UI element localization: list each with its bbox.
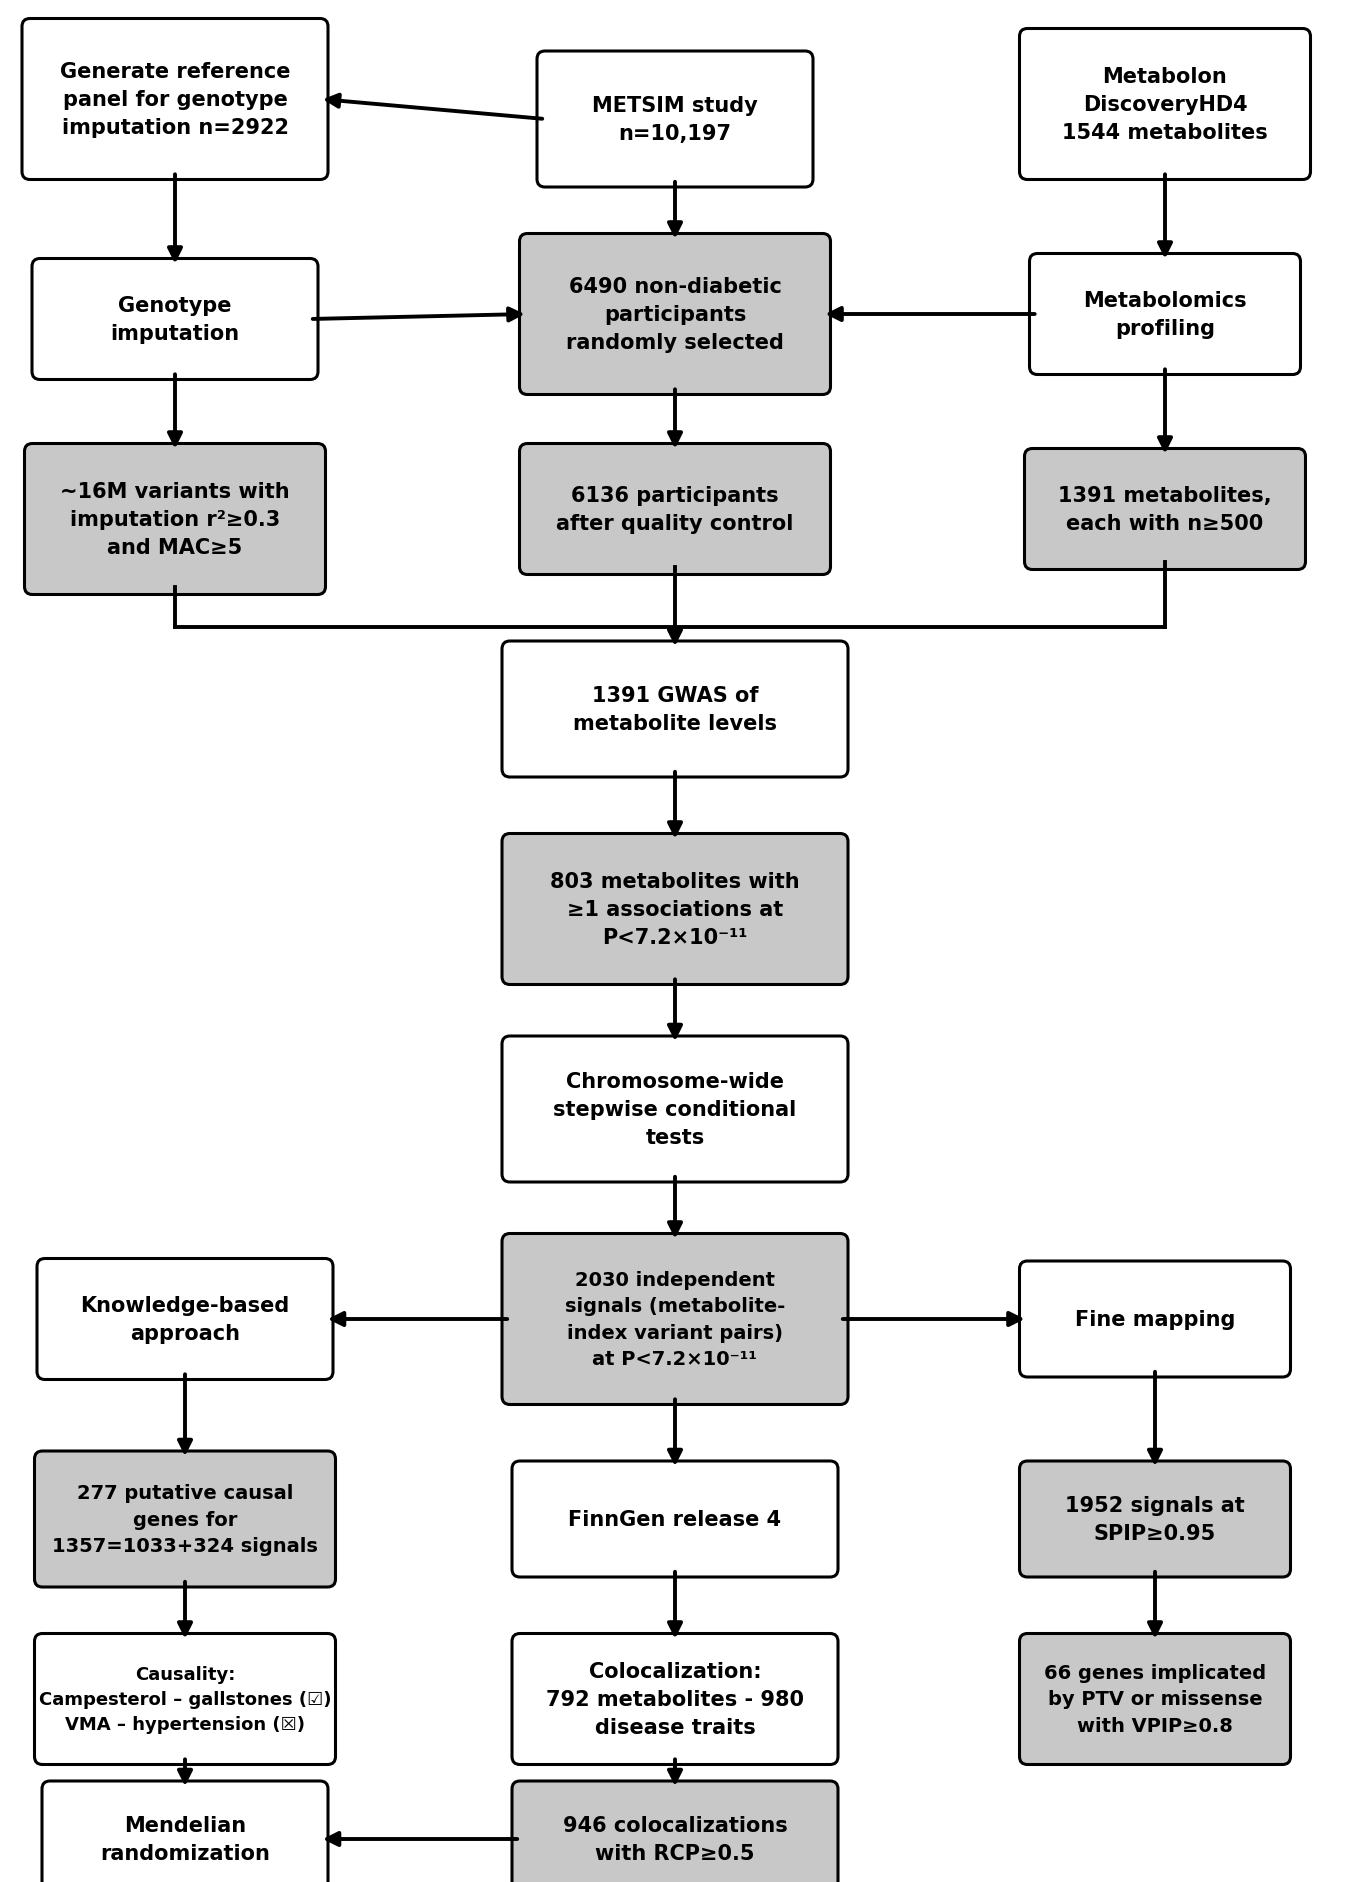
FancyBboxPatch shape [32,260,319,380]
FancyBboxPatch shape [1019,1460,1291,1577]
Text: 66 genes implicated
by PTV or missense
with VPIP≥0.8: 66 genes implicated by PTV or missense w… [1044,1664,1266,1735]
FancyBboxPatch shape [1019,1261,1291,1378]
Text: 803 metabolites with
≥1 associations at
P<7.2×10⁻¹¹: 803 metabolites with ≥1 associations at … [551,871,799,947]
FancyBboxPatch shape [1025,450,1305,570]
Text: 6136 participants
after quality control: 6136 participants after quality control [556,486,794,534]
Text: Chromosome-wide
stepwise conditional
tests: Chromosome-wide stepwise conditional tes… [554,1071,796,1148]
FancyBboxPatch shape [24,444,325,595]
Text: ~16M variants with
imputation r²≥0.3
and MAC≥5: ~16M variants with imputation r²≥0.3 and… [61,482,290,557]
Text: Colocalization:
792 metabolites - 980
disease traits: Colocalization: 792 metabolites - 980 di… [545,1662,805,1737]
FancyBboxPatch shape [512,1634,838,1765]
FancyBboxPatch shape [1030,254,1300,375]
FancyBboxPatch shape [512,1780,838,1882]
Text: Generate reference
panel for genotype
imputation n=2922: Generate reference panel for genotype im… [59,62,290,137]
FancyBboxPatch shape [22,19,328,181]
FancyBboxPatch shape [502,1235,848,1404]
Text: 1952 signals at
SPIP≥0.95: 1952 signals at SPIP≥0.95 [1065,1494,1245,1543]
Text: 946 colocalizations
with RCP≥0.5: 946 colocalizations with RCP≥0.5 [563,1814,787,1863]
FancyBboxPatch shape [502,642,848,777]
Text: Fine mapping: Fine mapping [1075,1310,1235,1329]
FancyBboxPatch shape [537,53,813,188]
Text: 1391 GWAS of
metabolite levels: 1391 GWAS of metabolite levels [572,685,778,734]
Text: Metabolomics
profiling: Metabolomics profiling [1083,292,1247,339]
FancyBboxPatch shape [36,1259,333,1380]
FancyBboxPatch shape [520,235,830,395]
FancyBboxPatch shape [35,1451,336,1587]
FancyBboxPatch shape [1019,1634,1291,1765]
Text: Knowledge-based
approach: Knowledge-based approach [81,1295,290,1344]
FancyBboxPatch shape [42,1780,328,1882]
Text: Genotype
imputation: Genotype imputation [111,295,239,344]
Text: FinnGen release 4: FinnGen release 4 [568,1509,782,1530]
Text: Metabolon
DiscoveryHD4
1544 metabolites: Metabolon DiscoveryHD4 1544 metabolites [1062,68,1268,143]
Text: Causality:
Campesterol – gallstones (☑)
VMA – hypertension (☒): Causality: Campesterol – gallstones (☑) … [39,1666,331,1733]
Text: 2030 independent
signals (metabolite-
index variant pairs)
at P<7.2×10⁻¹¹: 2030 independent signals (metabolite- in… [564,1270,786,1368]
FancyBboxPatch shape [1019,30,1311,181]
Text: 1391 metabolites,
each with n≥500: 1391 metabolites, each with n≥500 [1058,486,1272,534]
FancyBboxPatch shape [512,1460,838,1577]
FancyBboxPatch shape [35,1634,336,1765]
FancyBboxPatch shape [502,834,848,984]
FancyBboxPatch shape [520,444,830,576]
Text: Mendelian
randomization: Mendelian randomization [100,1814,270,1863]
Text: 6490 non-diabetic
participants
randomly selected: 6490 non-diabetic participants randomly … [566,277,784,352]
Text: 277 putative causal
genes for
1357=1033+324 signals: 277 putative causal genes for 1357=1033+… [53,1483,319,1555]
Text: METSIM study
n=10,197: METSIM study n=10,197 [593,96,757,143]
FancyBboxPatch shape [502,1037,848,1182]
